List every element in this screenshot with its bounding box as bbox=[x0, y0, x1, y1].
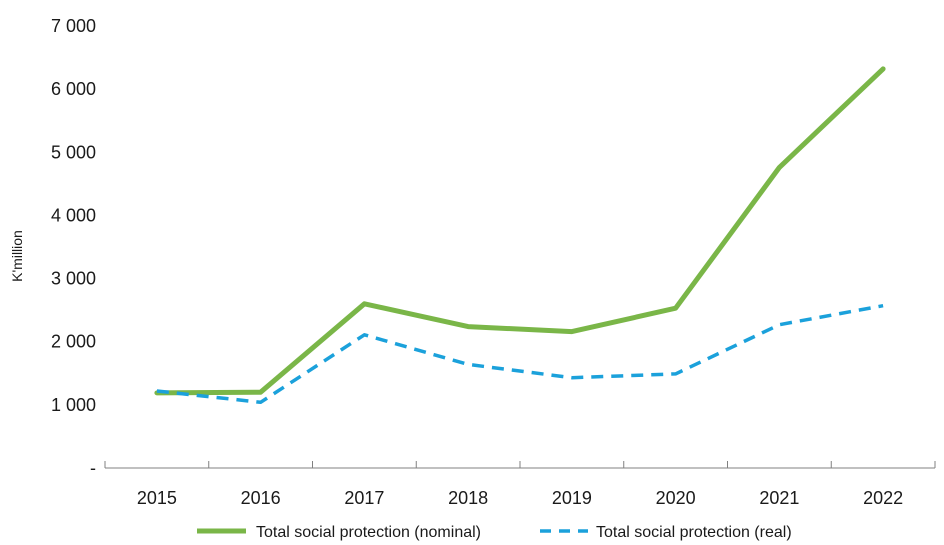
y-tick-label: - bbox=[90, 458, 96, 478]
y-tick-label: 7 000 bbox=[51, 16, 96, 36]
x-tick-label: 2019 bbox=[552, 488, 592, 508]
legend-item: Total social protection (nominal) bbox=[197, 524, 481, 541]
x-tick-label: 2022 bbox=[863, 488, 903, 508]
y-tick-label: 1 000 bbox=[51, 395, 96, 415]
legend-label: Total social protection (nominal) bbox=[256, 524, 481, 541]
series-line-real bbox=[156, 303, 884, 405]
x-tick-label: 2018 bbox=[448, 488, 488, 508]
x-tick-label: 2016 bbox=[241, 488, 281, 508]
y-tick-label: 3 000 bbox=[51, 269, 96, 289]
x-axis: 2015 2016 2017 2018 2019 2020 2021 2022 bbox=[104, 461, 936, 508]
y-tick-label: 4 000 bbox=[51, 205, 96, 225]
y-tick-label: 6 000 bbox=[51, 79, 96, 99]
y-axis-title: K'million bbox=[9, 230, 25, 282]
x-tick-label: 2020 bbox=[656, 488, 696, 508]
y-tick-label: 5 000 bbox=[51, 142, 96, 162]
legend-item: Total social protection (real) bbox=[540, 524, 792, 541]
x-tick-label: 2021 bbox=[759, 488, 799, 508]
x-tick-label: 2015 bbox=[137, 488, 177, 508]
y-tick-label: 2 000 bbox=[51, 332, 96, 352]
legend-label: Total social protection (real) bbox=[596, 524, 792, 541]
y-axis: - 1 000 2 000 3 000 4 000 5 000 6 000 7 000 bbox=[51, 16, 96, 478]
legend: Total social protection (nominal) Total s… bbox=[197, 524, 792, 541]
series-line-nominal bbox=[154, 66, 886, 396]
series-group bbox=[154, 66, 886, 405]
x-tick-label: 2017 bbox=[344, 488, 384, 508]
